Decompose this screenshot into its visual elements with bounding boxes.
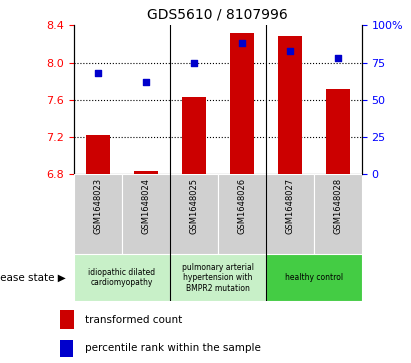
- Bar: [170, 254, 266, 301]
- Bar: [230, 33, 254, 174]
- Point: [286, 48, 293, 54]
- Bar: [266, 254, 362, 301]
- Bar: [266, 174, 314, 254]
- Bar: [218, 174, 266, 254]
- Point: [143, 79, 149, 85]
- Text: disease state ▶: disease state ▶: [0, 273, 66, 283]
- Bar: [60, 340, 73, 356]
- Text: GSM1648025: GSM1648025: [189, 178, 199, 234]
- Text: transformed count: transformed count: [85, 315, 182, 325]
- Bar: [314, 174, 362, 254]
- Bar: [182, 97, 206, 174]
- Text: GSM1648028: GSM1648028: [333, 178, 342, 234]
- Bar: [74, 174, 122, 254]
- Bar: [60, 310, 74, 330]
- Bar: [134, 171, 158, 174]
- Bar: [86, 135, 110, 174]
- Text: percentile rank within the sample: percentile rank within the sample: [85, 343, 261, 354]
- Text: pulmonary arterial
hypertension with
BMPR2 mutation: pulmonary arterial hypertension with BMP…: [182, 263, 254, 293]
- Text: GSM1648027: GSM1648027: [285, 178, 294, 234]
- Point: [238, 40, 245, 46]
- Text: GSM1648026: GSM1648026: [237, 178, 246, 234]
- Point: [191, 60, 197, 66]
- Text: GSM1648023: GSM1648023: [93, 178, 102, 234]
- Point: [335, 55, 341, 61]
- Bar: [326, 89, 350, 174]
- Text: idiopathic dilated
cardiomyopathy: idiopathic dilated cardiomyopathy: [88, 268, 155, 287]
- Bar: [122, 174, 170, 254]
- Text: GSM1648024: GSM1648024: [141, 178, 150, 234]
- Title: GDS5610 / 8107996: GDS5610 / 8107996: [148, 8, 288, 21]
- Point: [95, 70, 101, 76]
- Bar: [74, 254, 170, 301]
- Text: healthy control: healthy control: [285, 273, 343, 282]
- Bar: [278, 36, 302, 174]
- Bar: [170, 174, 218, 254]
